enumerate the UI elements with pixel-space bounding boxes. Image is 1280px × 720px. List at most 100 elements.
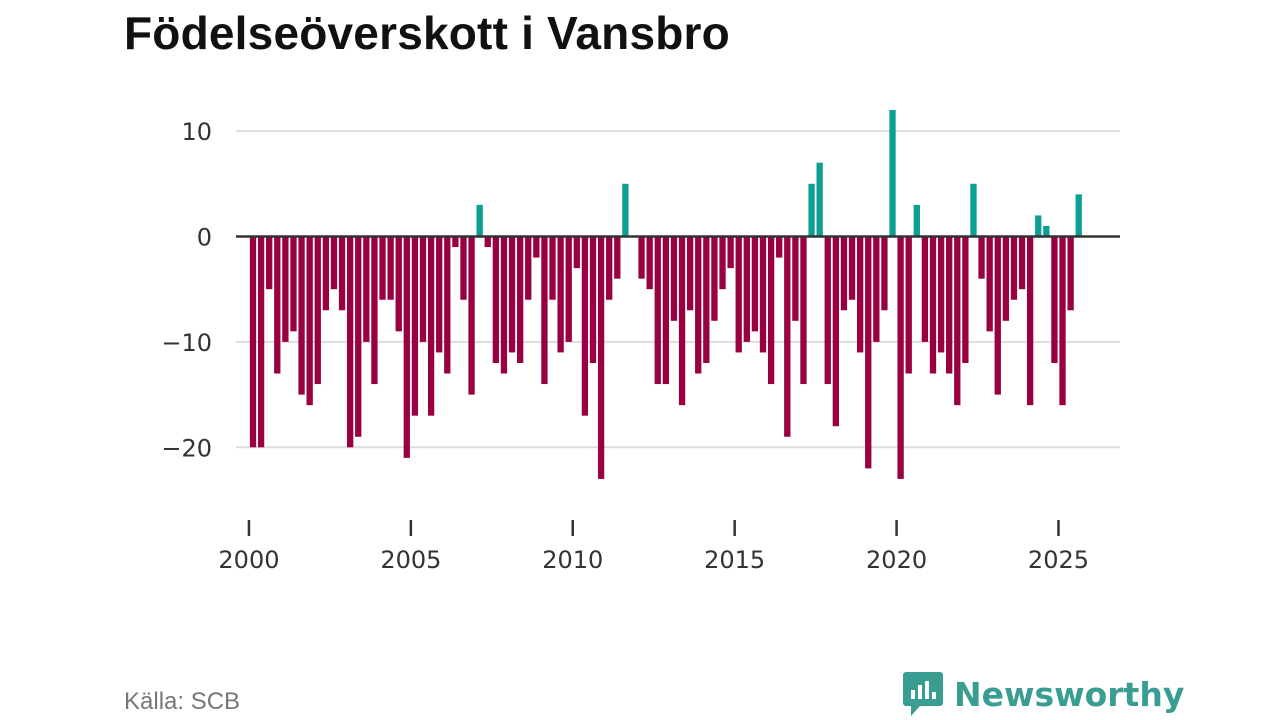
bar: [346, 236, 354, 448]
bar: [436, 236, 443, 353]
bar: [832, 236, 840, 427]
bar: [848, 236, 856, 300]
grid-lines: [236, 130, 1120, 449]
bar: [743, 236, 750, 342]
bar: [314, 236, 321, 385]
bar: [978, 236, 985, 279]
bar: [322, 236, 330, 311]
bar: [784, 236, 791, 437]
bar: [419, 236, 427, 342]
bar: [800, 236, 807, 385]
x-tick-label: 2015: [704, 546, 765, 574]
bar: [427, 236, 435, 416]
brand-name: Newsworthy: [954, 674, 1185, 714]
bar: [614, 236, 621, 279]
bar: [257, 236, 265, 448]
bar: [533, 236, 540, 258]
bar: [516, 236, 524, 363]
bar: [946, 236, 953, 374]
x-tick-label: 2020: [866, 546, 927, 574]
bar: [379, 236, 386, 300]
bar: [492, 236, 500, 363]
bar: [266, 236, 273, 290]
y-tick-label: 0: [197, 223, 212, 251]
bar: [371, 236, 378, 385]
bar: [249, 236, 257, 448]
bar: [500, 236, 508, 374]
bar: [662, 236, 670, 385]
bar: [1002, 236, 1010, 321]
bar: [808, 183, 815, 237]
bar: [962, 236, 969, 363]
bar: [508, 236, 516, 353]
bar: [792, 236, 799, 321]
bar: [727, 236, 734, 269]
bar: [751, 236, 759, 332]
bar: [735, 236, 742, 353]
bar: [1010, 236, 1018, 300]
bar: [338, 236, 346, 311]
bar: [557, 236, 564, 353]
bar: [282, 236, 289, 342]
bar: [873, 236, 880, 342]
bar: [913, 204, 920, 237]
bar: [767, 236, 775, 385]
y-tick-label: −20: [161, 434, 212, 462]
brand-logo[interactable]: Newsworthy: [902, 670, 1184, 718]
bar: [541, 236, 548, 385]
bar: [452, 236, 459, 248]
bar: [330, 236, 338, 290]
x-tick-label: 2005: [380, 546, 441, 574]
bar: [897, 236, 904, 479]
bar: [759, 236, 767, 353]
bar: [670, 236, 678, 321]
bar: [816, 162, 823, 237]
chart-title: Födelseöverskott i Vansbro: [124, 7, 730, 59]
y-tick-label: 10: [181, 118, 212, 146]
bar: [646, 236, 653, 290]
bar: [921, 236, 929, 342]
bar: [840, 236, 848, 311]
axes: 10 0 −10 −20 2000 2005 2010 2015 2020 2025: [161, 118, 1120, 574]
y-tick-label: −10: [161, 329, 212, 357]
bars: [249, 110, 1082, 479]
bar: [654, 236, 661, 385]
x-tick-label: 2010: [542, 546, 603, 574]
bar: [622, 183, 629, 237]
bar: [703, 236, 710, 363]
bar: [460, 236, 467, 300]
bar: [678, 236, 686, 406]
bar: [589, 236, 597, 363]
bar: [929, 236, 937, 374]
bar: [597, 236, 605, 479]
bar: [695, 236, 702, 374]
source-note: Källa: SCB: [124, 688, 241, 715]
bar: [719, 236, 726, 290]
bar: [1026, 236, 1034, 406]
bar: [970, 183, 977, 237]
bar: [638, 236, 645, 279]
bar: [606, 236, 613, 300]
bar: [444, 236, 451, 374]
bar: [937, 236, 945, 353]
bar: [274, 236, 281, 374]
bar: [573, 236, 580, 269]
x-tick-label: 2025: [1028, 546, 1089, 574]
bar: [881, 236, 888, 311]
bar: [856, 236, 864, 353]
bar: [889, 110, 896, 237]
bar: [905, 236, 912, 374]
bar: [355, 236, 362, 437]
bar: [565, 236, 572, 342]
bar: [776, 236, 783, 258]
bar: [954, 236, 961, 406]
bar: [824, 236, 831, 385]
bar: [411, 236, 419, 416]
bar: [298, 236, 305, 395]
bar: [994, 236, 1001, 395]
bar: [986, 236, 993, 332]
newsworthy-logo-icon: [903, 672, 943, 716]
bar: [363, 236, 370, 342]
x-tick-label: 2000: [218, 546, 279, 574]
